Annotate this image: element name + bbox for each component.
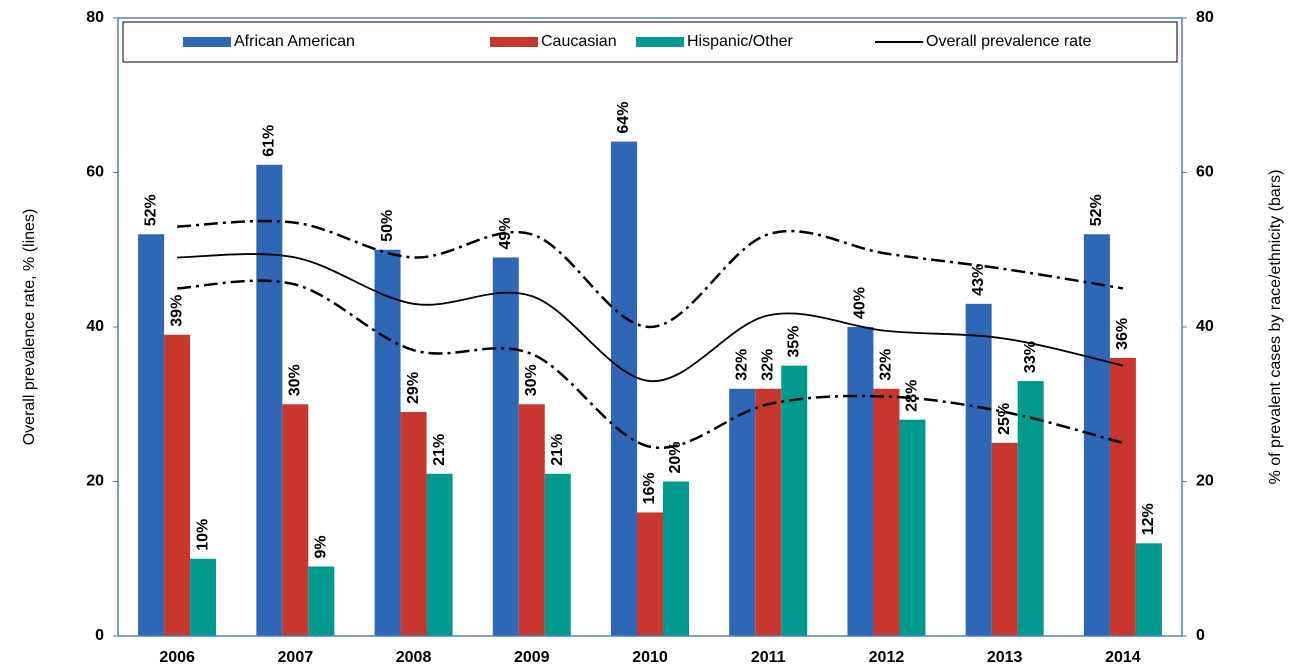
- bar: [426, 473, 453, 636]
- y-tick-label: 60: [86, 164, 104, 181]
- bar: [663, 481, 689, 636]
- x-tick-label: 2007: [278, 649, 314, 666]
- data-label: 29%: [405, 372, 422, 404]
- data-label: 12%: [1140, 503, 1157, 535]
- bar: [544, 473, 571, 636]
- bar: [637, 512, 663, 636]
- y-tick-label: 20: [86, 473, 104, 490]
- y2-tick-label: 0: [1196, 627, 1205, 644]
- x-tick-label: 2006: [159, 649, 195, 666]
- bar: [965, 303, 992, 636]
- data-label: 32%: [878, 349, 895, 381]
- bar: [729, 388, 756, 636]
- legend-label: Caucasian: [541, 33, 617, 50]
- bar: [492, 257, 519, 636]
- bar: [873, 388, 900, 636]
- bar: [847, 327, 874, 636]
- data-label: 16%: [641, 472, 658, 504]
- data-label: 28%: [904, 380, 921, 412]
- x-tick-label: 2013: [987, 649, 1023, 666]
- data-label: 9%: [313, 535, 330, 558]
- bar: [781, 365, 808, 636]
- bar: [308, 566, 335, 636]
- bar: [518, 404, 545, 636]
- data-label: 21%: [431, 434, 448, 466]
- bar: [256, 164, 283, 636]
- bar: [190, 558, 217, 636]
- data-label: 61%: [261, 125, 278, 157]
- y2-tick-label: 60: [1196, 164, 1214, 181]
- bar: [1017, 381, 1044, 636]
- bar: [755, 388, 782, 636]
- data-label: 32%: [759, 349, 776, 381]
- data-label: 52%: [142, 194, 159, 226]
- y2-tick-label: 40: [1196, 318, 1214, 335]
- x-tick-label: 2010: [632, 649, 668, 666]
- bar: [1109, 357, 1136, 636]
- data-label: 20%: [667, 441, 684, 473]
- ci-line: [177, 279, 1124, 450]
- legend-swatch: [183, 37, 231, 47]
- x-tick-label: 2009: [514, 649, 550, 666]
- data-label: 52%: [1088, 194, 1105, 226]
- data-label: 35%: [785, 326, 802, 358]
- data-label: 40%: [852, 287, 869, 319]
- data-label: 36%: [1114, 318, 1131, 350]
- y2-axis-label: % of prevalent cases by race/ethnicity (…: [1267, 170, 1284, 485]
- data-label: 64%: [615, 102, 632, 134]
- legend-label: Overall prevalence rate: [926, 33, 1092, 50]
- bar: [611, 141, 637, 636]
- data-label: 39%: [168, 295, 185, 327]
- legend-swatch: [636, 37, 684, 47]
- plot-frame: [117, 17, 1183, 637]
- y-tick-label: 80: [86, 9, 104, 26]
- data-label: 32%: [733, 349, 750, 381]
- bar: [164, 334, 191, 636]
- x-tick-label: 2014: [1105, 649, 1141, 666]
- data-label: 25%: [996, 403, 1013, 435]
- data-label: 21%: [549, 434, 566, 466]
- legend-swatch: [490, 37, 538, 47]
- y-tick-label: 0: [95, 627, 104, 644]
- y-axis-label: Overall prevalence rate, % (lines): [21, 209, 38, 446]
- x-tick-label: 2012: [869, 649, 905, 666]
- y-tick-label: 40: [86, 318, 104, 335]
- y2-tick-label: 20: [1196, 473, 1214, 490]
- x-tick-label: 2011: [751, 649, 786, 666]
- data-label: 43%: [970, 264, 987, 296]
- x-tick-label: 2008: [396, 649, 432, 666]
- bar: [400, 411, 427, 636]
- data-label: 10%: [194, 519, 211, 551]
- data-label: 50%: [379, 210, 396, 242]
- data-label: 30%: [287, 364, 304, 396]
- bar: [282, 404, 309, 636]
- bar: [138, 234, 165, 637]
- data-label: 30%: [523, 364, 540, 396]
- y2-tick-label: 80: [1196, 9, 1214, 26]
- legend-label: African American: [234, 33, 355, 50]
- bar: [1135, 543, 1162, 636]
- data-label: 33%: [1022, 341, 1039, 373]
- bar: [899, 419, 926, 636]
- line: [177, 253, 1124, 382]
- bar: [374, 249, 401, 636]
- bar: [1083, 234, 1110, 637]
- ci-line: [177, 219, 1124, 329]
- legend-label: Hispanic/Other: [687, 33, 793, 50]
- bar: [991, 442, 1018, 636]
